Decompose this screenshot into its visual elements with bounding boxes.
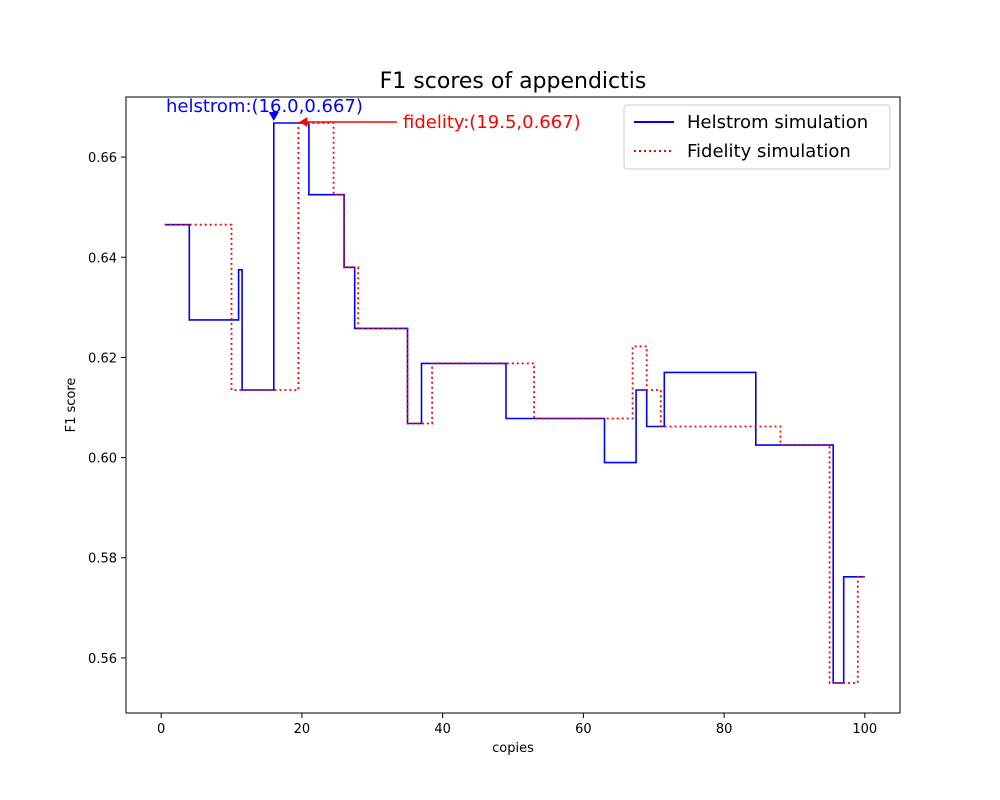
x-axis-label: copies <box>492 741 534 756</box>
y-axis: 0.56 0.58 0.60 0.62 0.64 0.66 <box>88 151 126 667</box>
helstrom-annotation-arrowhead <box>268 112 279 122</box>
y-tick-label: 0.66 <box>88 151 117 166</box>
y-axis-label: F1 score <box>64 378 79 433</box>
x-tick-label: 0 <box>157 722 165 737</box>
legend-box <box>623 104 891 170</box>
x-axis: 0 20 40 60 80 100 <box>157 713 877 737</box>
helstrom-annotation: helstrom:(16.0,0.667) <box>166 96 363 117</box>
x-tick-label: 80 <box>716 722 733 737</box>
x-tick-label: 100 <box>852 722 877 737</box>
fidelity-annotation-arrowhead <box>299 117 308 128</box>
x-tick-label: 20 <box>294 722 311 737</box>
x-tick-label: 40 <box>434 722 451 737</box>
plot-frame <box>125 96 901 714</box>
legend: Helstrom simulation Fidelity simulation <box>623 104 891 170</box>
fidelity-annotation: fidelity:(19.5,0.667) <box>403 112 581 133</box>
y-tick-label: 0.58 <box>88 552 117 567</box>
y-tick-label: 0.64 <box>88 251 117 266</box>
y-tick-label: 0.60 <box>88 452 117 467</box>
y-tick-label: 0.56 <box>88 652 117 667</box>
plot-area <box>126 97 900 713</box>
fidelity-series-line <box>164 122 865 684</box>
annotation-layer: helstrom:(16.0,0.667) fidelity:(19.5,0.66… <box>166 96 581 133</box>
helstrom-series-line <box>164 122 865 684</box>
legend-label-fidelity: Fidelity simulation <box>687 141 851 162</box>
x-tick-label: 60 <box>575 722 592 737</box>
chart-title: F1 scores of appendictis <box>380 69 647 94</box>
y-tick-label: 0.62 <box>88 351 117 366</box>
series-layer <box>164 122 865 684</box>
legend-label-helstrom: Helstrom simulation <box>687 112 868 133</box>
